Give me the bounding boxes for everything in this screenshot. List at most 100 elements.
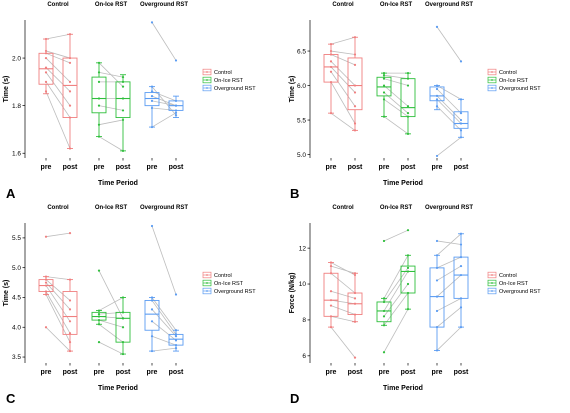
data-point (174, 104, 178, 107)
data-point (68, 299, 72, 302)
data-point (382, 74, 386, 77)
paired-line (330, 50, 356, 55)
data-point (435, 98, 439, 101)
paired-line (45, 52, 71, 64)
paired-line (45, 72, 71, 106)
paired-line (436, 274, 462, 297)
y-tick-label: 4.0 (12, 324, 21, 331)
paired-line (436, 88, 462, 114)
paired-line (383, 255, 409, 299)
legend-label: Control (214, 70, 232, 76)
y-tick-label: 2.0 (12, 55, 21, 62)
legend-label: On-Ice RST (499, 281, 529, 287)
facet-label: Control (47, 205, 69, 211)
data-point (121, 109, 125, 112)
box-iqr (429, 86, 445, 102)
data-point (44, 275, 48, 278)
paired-line (383, 78, 409, 86)
box-post (453, 233, 469, 328)
x-tick-label: pre (326, 369, 337, 376)
paired-line (383, 85, 409, 107)
data-point (353, 63, 357, 66)
paired-line (98, 62, 124, 87)
x-tick-label: pre (41, 164, 52, 171)
data-point (121, 326, 125, 329)
facet-control: Control pre post (38, 2, 78, 171)
data-point (150, 335, 154, 338)
data-point (459, 264, 463, 268)
data-point (459, 60, 463, 63)
data-point (150, 349, 154, 353)
legend-key-point (206, 290, 208, 292)
data-point (459, 273, 463, 277)
data-point (97, 309, 101, 312)
data-point (435, 254, 439, 257)
data-point (406, 112, 410, 115)
data-point (44, 37, 48, 41)
y-axis-title: Time (s) (3, 76, 10, 103)
legend-label: On-Ice RST (214, 281, 244, 287)
facet-label: Control (332, 205, 354, 211)
data-point (353, 84, 357, 87)
data-point (68, 90, 72, 93)
panel-letter: D (290, 391, 299, 406)
data-point (121, 317, 125, 320)
data-point (459, 112, 463, 115)
x-tick-label: pre (326, 164, 337, 171)
data-point (406, 77, 410, 80)
data-point (68, 278, 72, 281)
legend-item: Control (202, 271, 232, 279)
data-point (150, 224, 154, 228)
y-tick-label: 6.0 (297, 83, 306, 90)
data-point (459, 326, 463, 329)
legend-key-point (206, 274, 208, 276)
legend-key-point (491, 282, 493, 284)
data-point (435, 94, 439, 97)
legend-item: Overground RST (202, 287, 256, 295)
paired-line (436, 233, 462, 256)
data-point (329, 326, 333, 329)
data-point (329, 112, 333, 115)
paired-line (436, 85, 462, 100)
data-point (121, 85, 125, 88)
legend-item: Control (487, 68, 517, 76)
paired-line (45, 291, 71, 334)
data-point (435, 105, 439, 108)
paired-line (151, 112, 177, 128)
paired-line (330, 36, 356, 45)
data-point (382, 309, 386, 313)
facet-on-ice-rst: On-Ice RST pre post (91, 205, 131, 376)
facet-label: On-Ice RST (95, 2, 128, 8)
data-point (44, 284, 48, 287)
panel-d: 6 8 10 12 Force (N/kg) Time Period D Control pre… (289, 205, 541, 406)
paired-line (383, 308, 409, 353)
paired-line (45, 294, 71, 343)
data-point (44, 49, 48, 53)
panel-a: 1.6 1.8 2.0 Time (s) Time Period A Control pre p… (3, 2, 256, 201)
data-point (68, 104, 72, 107)
data-point (174, 339, 178, 342)
paired-line (436, 95, 462, 121)
facet-label: Overground RST (425, 205, 473, 211)
paired-line (45, 276, 71, 280)
data-point (68, 33, 72, 36)
paired-line (45, 326, 71, 352)
paired-line (436, 326, 462, 351)
paired-line (436, 298, 462, 312)
y-tick-label: 1.6 (12, 150, 21, 157)
legend-label: Overground RST (214, 289, 256, 295)
y-axis-title: Force (N/kg) (289, 273, 296, 314)
data-point (353, 122, 357, 125)
x-tick-label: post (63, 369, 78, 376)
data-point (435, 326, 439, 329)
facet-label: On-Ice RST (380, 2, 413, 8)
data-point (174, 111, 178, 114)
legend-key-point (206, 282, 208, 284)
box-iqr (144, 92, 160, 107)
box-iqr (62, 291, 78, 335)
data-point (174, 333, 178, 336)
data-point (68, 116, 72, 119)
legend-label: Control (499, 273, 517, 279)
data-point (97, 315, 101, 318)
legend-key-point (491, 87, 493, 89)
